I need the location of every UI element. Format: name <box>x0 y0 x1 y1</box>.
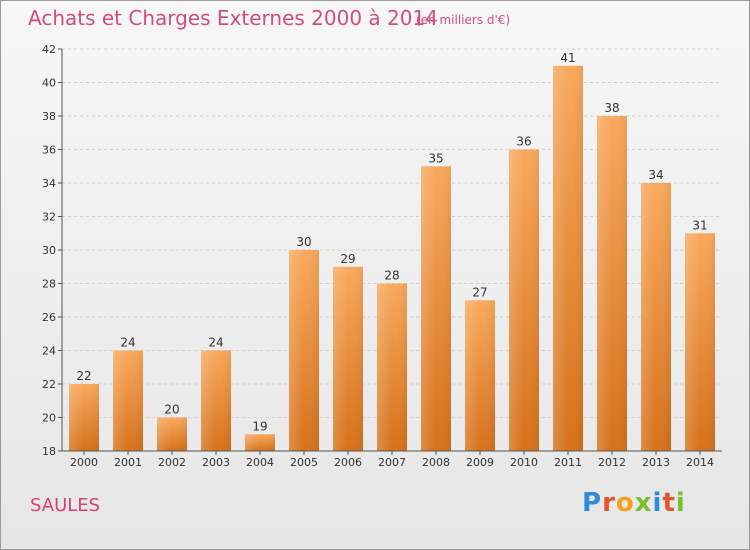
x-tick-label: 2006 <box>334 456 362 469</box>
bar-shade <box>553 65 583 451</box>
logo-letter: x <box>634 488 653 518</box>
bar-shade <box>69 384 99 451</box>
logo-letter: i <box>652 488 663 518</box>
data-label: 36 <box>516 135 531 149</box>
y-tick-label: 20 <box>42 412 56 425</box>
bar-shade <box>201 350 231 451</box>
logo-letter: o <box>615 488 635 518</box>
data-label: 24 <box>208 336 223 350</box>
location-label: SAULES <box>30 495 101 516</box>
bar-shade <box>597 116 627 451</box>
chart-subtitle: (en milliers d'€) <box>416 13 511 27</box>
data-label: 29 <box>340 252 355 266</box>
x-tick-label: 2008 <box>422 456 450 469</box>
x-tick-label: 2005 <box>290 456 318 469</box>
y-tick-label: 22 <box>42 378 56 391</box>
bar-shade <box>289 250 319 451</box>
data-label: 20 <box>164 403 179 417</box>
data-label: 31 <box>692 218 707 232</box>
x-tick-label: 2003 <box>202 456 230 469</box>
bar-shade <box>157 417 187 451</box>
data-label: 30 <box>296 235 311 249</box>
y-tick-label: 30 <box>42 244 56 257</box>
bar-shade <box>421 166 451 451</box>
bar-shade <box>333 266 363 451</box>
y-tick-label: 42 <box>42 43 56 56</box>
y-tick-label: 40 <box>42 77 56 90</box>
logo-letter: r <box>602 488 616 518</box>
logo-letter: t <box>662 488 676 518</box>
x-tick-label: 2012 <box>598 456 626 469</box>
x-tick-label: 2000 <box>70 456 98 469</box>
proxiti-logo: Proxiti <box>582 488 686 518</box>
x-tick-label: 2007 <box>378 456 406 469</box>
logo-letter: i <box>675 488 686 518</box>
y-tick-label: 26 <box>42 311 56 324</box>
bar-shade <box>113 350 143 451</box>
y-tick-label: 38 <box>42 110 56 123</box>
y-tick-label: 24 <box>42 345 56 358</box>
bar-shade <box>245 434 275 451</box>
x-tick-label: 2001 <box>114 456 142 469</box>
x-tick-label: 2013 <box>642 456 670 469</box>
x-tick-label: 2011 <box>554 456 582 469</box>
x-tick-label: 2002 <box>158 456 186 469</box>
x-tick-label: 2014 <box>686 456 714 469</box>
logo-letter: P <box>582 488 603 518</box>
data-label: 22 <box>76 369 91 383</box>
y-tick-label: 28 <box>42 278 56 291</box>
bar-shade <box>465 300 495 451</box>
data-label: 28 <box>384 269 399 283</box>
bar-shade <box>509 149 539 451</box>
data-label: 27 <box>472 285 487 299</box>
x-tick-label: 2004 <box>246 456 274 469</box>
axes: 18 20 22 24 26 28 30 32 34 36 38 40 42 2000 2001 2002 20… <box>42 43 722 469</box>
data-label: 24 <box>120 336 135 350</box>
y-tick-label: 36 <box>42 144 56 157</box>
chart-title: Achats et Charges Externes 2000 à 2014 <box>28 6 438 30</box>
y-tick-label: 18 <box>42 445 56 458</box>
data-label: 38 <box>604 101 619 115</box>
x-tick-label: 2009 <box>466 456 494 469</box>
y-tick-label: 34 <box>42 177 56 190</box>
bar-shade <box>641 183 671 451</box>
data-label: 34 <box>648 168 663 182</box>
y-tick-label: 32 <box>42 211 56 224</box>
bars: 22 24 20 24 19 30 29 28 35 27 36 41 38 34 31 <box>69 51 715 451</box>
data-label: 19 <box>252 419 267 433</box>
x-tick-label: 2010 <box>510 456 538 469</box>
data-label: 35 <box>428 151 443 165</box>
bar-shade <box>377 283 407 451</box>
bar-shade <box>685 233 715 451</box>
data-label: 41 <box>560 51 575 65</box>
